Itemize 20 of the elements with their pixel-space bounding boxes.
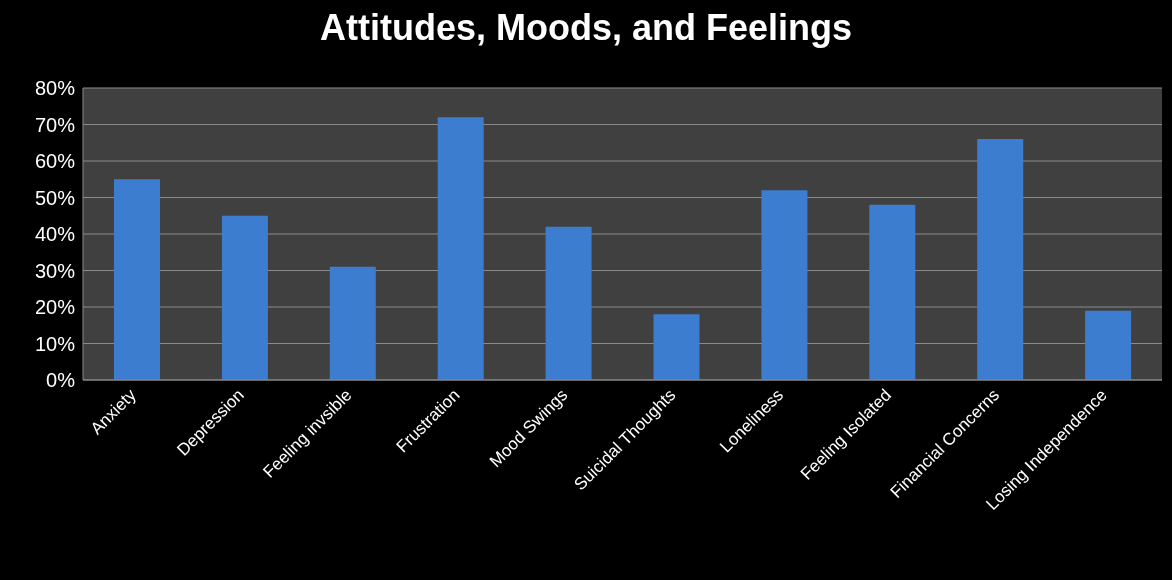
bar bbox=[1085, 310, 1132, 380]
bar bbox=[329, 266, 376, 380]
y-tick-label: 30% bbox=[34, 259, 76, 282]
y-tick-label: 70% bbox=[34, 113, 76, 136]
y-tick-label: 10% bbox=[34, 332, 76, 355]
y-tick-label: 60% bbox=[34, 150, 76, 173]
bar bbox=[221, 215, 268, 380]
y-tick-label: 0% bbox=[46, 369, 76, 392]
bar bbox=[653, 314, 700, 380]
bar bbox=[977, 139, 1024, 380]
y-tick-label: 40% bbox=[34, 223, 76, 246]
bar bbox=[545, 226, 592, 380]
bar bbox=[761, 190, 808, 380]
y-tick-label: 80% bbox=[34, 77, 76, 100]
bar bbox=[114, 179, 160, 380]
y-tick-label: 50% bbox=[34, 186, 76, 209]
bar bbox=[437, 117, 484, 380]
bar bbox=[869, 204, 916, 380]
chart-title: Attitudes, Moods, and Feelings bbox=[319, 6, 853, 50]
y-tick-label: 20% bbox=[34, 296, 76, 319]
